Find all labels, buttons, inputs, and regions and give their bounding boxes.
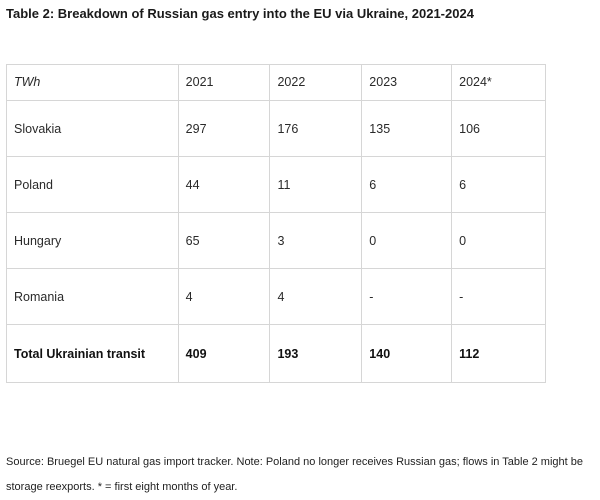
table-row: Hungary 65 3 0 0: [6, 212, 546, 269]
total-value: 193: [269, 324, 363, 383]
row-value: -: [361, 268, 453, 325]
row-value: 44: [177, 156, 271, 213]
row-value: 3: [269, 212, 363, 269]
header-year: 2023: [361, 64, 453, 101]
row-value: 135: [361, 100, 453, 157]
header-unit: TWh: [6, 64, 179, 101]
row-value: 297: [177, 100, 271, 157]
table-row: Poland 44 11 6 6: [6, 156, 546, 213]
row-value: 6: [361, 156, 453, 213]
row-country: Slovakia: [6, 100, 179, 157]
header-year: 2021: [177, 64, 271, 101]
total-value: 140: [361, 324, 453, 383]
total-label: Total Ukrainian transit: [6, 324, 179, 383]
row-value: 176: [269, 100, 363, 157]
row-value: -: [451, 268, 546, 325]
row-value: 6: [451, 156, 546, 213]
table-row: Romania 4 4 - -: [6, 268, 546, 325]
row-value: 4: [269, 268, 363, 325]
row-value: 0: [451, 212, 546, 269]
table-title: Table 2: Breakdown of Russian gas entry …: [6, 6, 474, 21]
total-value: 409: [177, 324, 271, 383]
table-row: Slovakia 297 176 135 106: [6, 100, 546, 157]
header-year: 2022: [269, 64, 363, 101]
total-row: Total Ukrainian transit 409 193 140 112: [6, 324, 546, 383]
row-country: Hungary: [6, 212, 179, 269]
row-value: 106: [451, 100, 546, 157]
row-country: Poland: [6, 156, 179, 213]
table-header-row: TWh 2021 2022 2023 2024*: [6, 64, 546, 101]
gas-entry-table: TWh 2021 2022 2023 2024* Slovakia 297 17…: [6, 64, 546, 383]
source-note: Source: Bruegel EU natural gas import tr…: [6, 456, 583, 493]
row-value: 65: [177, 212, 271, 269]
row-country: Romania: [6, 268, 179, 325]
total-value: 112: [451, 324, 546, 383]
row-value: 11: [269, 156, 363, 213]
header-year: 2024*: [451, 64, 546, 101]
row-value: 4: [177, 268, 271, 325]
row-value: 0: [361, 212, 453, 269]
table-body: TWh 2021 2022 2023 2024* Slovakia 297 17…: [6, 64, 546, 383]
